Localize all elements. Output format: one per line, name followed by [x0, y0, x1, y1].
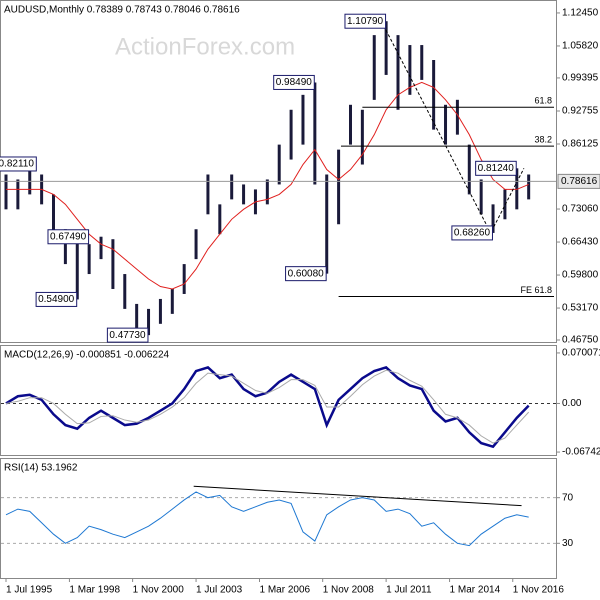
price-label: 0.67490	[50, 231, 87, 242]
rsi-panel	[0, 458, 557, 579]
trend-line	[380, 20, 525, 235]
fib-label: 61.8	[534, 96, 552, 106]
price-label-box	[47, 229, 90, 245]
indicator-line	[5, 366, 530, 449]
y-tick-label: 0.00	[562, 398, 582, 409]
fib-label: FE 61.8	[520, 285, 552, 295]
fib-label: 38.2	[534, 134, 552, 144]
y-tick-label: -0.067423	[562, 447, 600, 458]
x-tick-label: 1 Nov 2000	[133, 585, 185, 596]
plot-area	[1, 485, 556, 547]
price-label: 0.82110	[0, 159, 34, 170]
x-tick-label: 1 Jul 2003	[196, 585, 243, 596]
last-price-box	[557, 173, 600, 189]
price-label: 0.98490	[276, 77, 313, 88]
x-tick-label: 1 Mar 2006	[259, 585, 310, 596]
plot-area	[1, 366, 556, 449]
price-label-box	[0, 156, 37, 172]
price-label-box	[285, 266, 327, 282]
plot-area	[1, 20, 556, 336]
x-tick-label: 1 Jul 2011	[386, 585, 432, 596]
price-label: 1.10790	[347, 16, 384, 27]
price-label-box	[475, 160, 517, 176]
price-label: 0.47730	[109, 330, 146, 341]
y-tick-label: 0.92755	[562, 106, 599, 117]
panel-title: AUDUSD,Monthly 0.78389 0.78743 0.78046 0…	[4, 5, 240, 16]
panel-title: MACD(12,26,9) -0.000851 -0.006224	[4, 350, 170, 361]
indicator-line	[5, 491, 529, 547]
x-tick-label: 1 Nov 2008	[323, 585, 375, 596]
price-label: 0.54900	[38, 294, 75, 305]
price-label-box	[344, 13, 387, 29]
price-label: 0.60080	[288, 268, 325, 279]
x-tick-label: 1 Nov 2016	[513, 585, 565, 596]
y-tick-label: 0.99395	[562, 73, 599, 84]
x-tick-label: 1 Mar 1998	[69, 585, 120, 596]
x-tick-label: 1 Jul 1995	[6, 585, 53, 596]
moving-average	[5, 81, 529, 290]
indicator-line	[5, 369, 530, 444]
price-label-box	[106, 327, 149, 343]
price-label: 0.81240	[478, 163, 515, 174]
watermark: ActionForex.com	[115, 33, 295, 60]
y-tick-label: 1.05820	[562, 41, 599, 52]
y-tick-label: 0.86125	[562, 139, 599, 150]
y-tick-label: 0.070071	[562, 348, 600, 359]
price-label-box	[273, 74, 315, 90]
trend-line	[193, 485, 522, 507]
price-label-box	[451, 225, 493, 241]
macd-panel	[0, 345, 557, 456]
y-tick-label: 30	[562, 538, 574, 549]
last-price-label: 0.78616	[561, 176, 598, 187]
y-tick-label: 1.12450	[562, 8, 599, 19]
y-tick-label: 0.73060	[562, 204, 599, 215]
y-tick-label: 0.53170	[562, 303, 599, 314]
panel-title: RSI(14) 53.1962	[4, 463, 78, 474]
y-tick-label: 70	[562, 492, 574, 503]
price-label-box	[35, 291, 78, 307]
y-tick-label: 0.66430	[562, 237, 599, 248]
y-tick-label: 0.46750	[562, 335, 599, 346]
y-tick-label: 0.59800	[562, 270, 599, 281]
price-label: 0.68260	[454, 228, 491, 239]
x-tick-label: 1 Mar 2014	[450, 585, 501, 596]
